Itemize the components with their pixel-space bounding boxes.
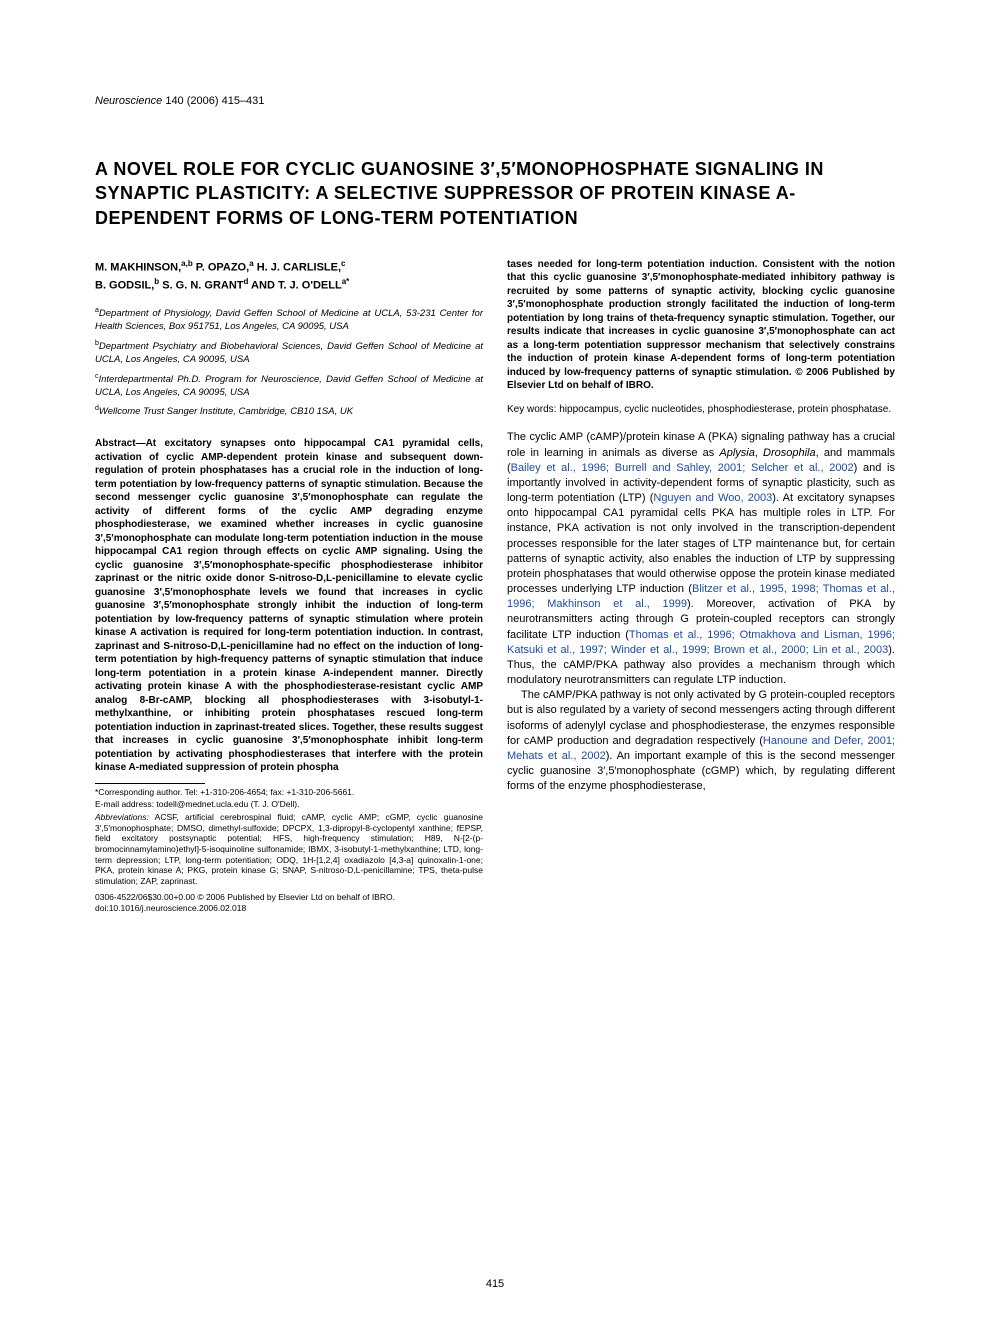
journal-citation: 140 (2006) 415–431 [162, 95, 264, 107]
abstract-col1: Abstract—At excitatory synapses onto hip… [95, 437, 483, 775]
abstract-col2: tases needed for long-term potentiation … [507, 258, 895, 393]
author-1: M. MAKHINSON, [95, 262, 181, 274]
affiliation-d: Wellcome Trust Sanger Institute, Cambrid… [99, 406, 353, 417]
taxon-aplysia: Aplysia [719, 447, 754, 459]
body-paragraph-2: The cAMP/PKA pathway is not only activat… [507, 688, 895, 794]
citation-link-2[interactable]: Nguyen and Woo, 2003 [653, 492, 772, 504]
footnote-separator [95, 783, 205, 784]
citation-link-1[interactable]: Bailey et al., 1996; Burrell and Sahley,… [511, 462, 854, 474]
body-p1-b: , [755, 447, 763, 459]
author-2: P. OPAZO, [193, 262, 249, 274]
keywords-label: Key words: [507, 404, 559, 415]
email-label: E-mail address: [95, 799, 156, 809]
author-6: AND T. J. O'DELL [248, 280, 341, 292]
journal-name: Neuroscience [95, 95, 162, 107]
author-3: H. J. CARLISLE, [254, 262, 341, 274]
abstract-text-2: tases needed for long-term potentiation … [507, 259, 895, 392]
keywords-block: Key words: hippocampus, cyclic nucleotid… [507, 403, 895, 417]
doi-text: doi:10.1016/j.neuroscience.2006.02.018 [95, 903, 246, 913]
doi-block: 0306-4522/06$30.00+0.00 © 2006 Published… [95, 892, 483, 913]
affiliation-a: Department of Physiology, David Geffen S… [95, 308, 483, 332]
corresponding-author: *Corresponding author. Tel: +1-310-206-4… [95, 787, 483, 798]
body-paragraph-1: The cyclic AMP (cAMP)/protein kinase A (… [507, 430, 895, 688]
taxon-drosophila: Drosophila [763, 447, 816, 459]
author-3-affil: c [341, 259, 345, 268]
email-address: todell@mednet.ucla.edu (T. J. O'Dell). [156, 799, 299, 809]
author-6-affil: a* [342, 277, 350, 286]
abstract-text-1: At excitatory synapses onto hippocampal … [95, 438, 483, 773]
affiliations-block: aDepartment of Physiology, David Geffen … [95, 306, 483, 419]
author-1-affil: a,b [181, 259, 193, 268]
abbreviations-text: ACSF, artificial cerebrospinal fluid; cA… [95, 812, 483, 886]
body-text: The cyclic AMP (cAMP)/protein kinase A (… [507, 430, 895, 794]
journal-header: Neuroscience 140 (2006) 415–431 [95, 95, 895, 107]
author-4: B. GODSIL, [95, 280, 154, 292]
affiliation-c: Interdepartmental Ph.D. Program for Neur… [95, 374, 483, 398]
article-title: A NOVEL ROLE FOR CYCLIC GUANOSINE 3′,5′M… [95, 157, 895, 230]
body-p1-e: ). At excitatory synapses onto hippocamp… [507, 492, 895, 595]
authors-block: M. MAKHINSON,a,b P. OPAZO,a H. J. CARLIS… [95, 258, 483, 294]
author-5: S. G. N. GRANT [159, 280, 243, 292]
copyright-line: 0306-4522/06$30.00+0.00 © 2006 Published… [95, 892, 395, 902]
abbreviations-label: Abbreviations: [95, 812, 149, 822]
footnotes-block: *Corresponding author. Tel: +1-310-206-4… [95, 787, 483, 887]
page-number: 415 [486, 1278, 504, 1290]
keywords-text: hippocampus, cyclic nucleotides, phospho… [559, 404, 891, 415]
affiliation-b: Department Psychiatry and Biobehavioral … [95, 341, 483, 365]
abstract-label: Abstract— [95, 438, 146, 449]
